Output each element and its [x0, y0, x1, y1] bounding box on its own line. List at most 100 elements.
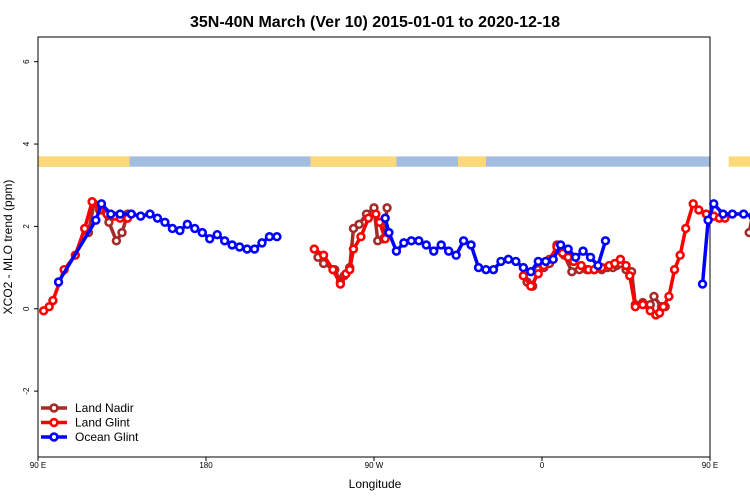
- data-point-2-0-3: [106, 209, 116, 219]
- y-axis-label: XCO2 - MLO trend (ppm): [1, 180, 15, 315]
- data-point-1-2-2: [533, 269, 543, 279]
- data-point-2-1-17: [503, 254, 514, 265]
- data-point-2-1-3: [399, 238, 409, 248]
- legend-entry-1: Land Glint: [41, 416, 130, 430]
- data-point-1-1-2: [328, 264, 338, 275]
- land-band-2: [458, 156, 486, 167]
- data-point-2-1-23: [548, 254, 558, 265]
- data-point-2-1-1: [384, 227, 394, 238]
- data-point-2-0-17: [219, 236, 230, 246]
- y-tick-label-2: 2: [22, 224, 31, 229]
- data-point-1-1-8: [363, 213, 374, 223]
- series-land-nadir: [83, 199, 750, 312]
- data-point-0-2-7: [567, 267, 577, 277]
- x-tick-label-0: 90 E: [30, 461, 46, 470]
- plot-frame: [37, 36, 711, 458]
- legend-label-1: Land Glint: [75, 416, 130, 430]
- data-point-2-1-28: [585, 252, 596, 262]
- data-point-2-0-2: [96, 199, 107, 209]
- legend-entry-0: Land Nadir: [41, 401, 134, 415]
- data-point-1-1-9: [371, 209, 381, 219]
- data-point-2-1-11: [458, 236, 469, 246]
- y-axis: -2 0 2 4 6: [22, 59, 38, 395]
- data-point-0-3-0: [744, 227, 750, 238]
- data-point-1-2-27: [681, 223, 691, 234]
- data-point-2-2-2: [709, 199, 719, 209]
- data-point-2-0-13: [190, 223, 200, 234]
- data-point-1-0-5: [79, 223, 90, 234]
- series-line-0-2: [526, 243, 666, 309]
- data-point-1-2-29: [694, 205, 704, 215]
- series-group: [38, 197, 750, 320]
- data-point-1-2-16: [621, 260, 631, 271]
- y-tick-label-4: 6: [22, 59, 31, 64]
- data-point-2-0-24: [272, 232, 282, 242]
- data-point-2-1-19: [518, 262, 529, 273]
- data-point-2-1-5: [414, 236, 424, 246]
- data-point-2-0-6: [135, 211, 146, 221]
- data-point-1-2-28: [688, 199, 698, 209]
- x-tick-label-3: 0: [540, 461, 545, 470]
- data-point-2-2-0: [697, 279, 708, 289]
- data-point-2-0-7: [145, 209, 155, 219]
- data-point-2-1-13: [473, 262, 484, 273]
- data-point-0-0-3: [104, 217, 114, 227]
- data-point-2-1-20: [526, 267, 536, 277]
- data-point-2-1-4: [406, 236, 417, 246]
- data-point-2-0-1: [91, 215, 101, 225]
- y-tick-label-1: 0: [22, 306, 31, 311]
- legend-swatch-marker-0: [49, 403, 59, 413]
- data-point-2-0-23: [264, 232, 275, 242]
- data-point-2-2-1: [703, 215, 713, 225]
- data-point-2-0-5: [126, 209, 137, 219]
- data-point-1-1-0: [309, 244, 319, 254]
- series-ocean-glint: [53, 199, 750, 289]
- data-point-2-0-19: [234, 242, 245, 252]
- data-point-1-1-7: [356, 232, 366, 242]
- data-point-2-1-8: [436, 240, 446, 250]
- data-point-2-0-18: [227, 240, 237, 250]
- data-point-1-0-2: [48, 295, 58, 306]
- land-band-3: [728, 156, 750, 167]
- data-point-1-1-3: [335, 279, 346, 289]
- legend-entry-2: Ocean Glint: [41, 430, 139, 444]
- legend-swatch-marker-2: [49, 432, 59, 442]
- data-point-2-0-22: [257, 238, 267, 248]
- data-point-2-1-18: [511, 256, 521, 267]
- data-point-2-0-15: [205, 234, 215, 244]
- data-point-2-0-14: [197, 227, 207, 238]
- x-tick-label-4: 90 E: [702, 461, 718, 470]
- data-point-2-1-26: [570, 252, 581, 262]
- data-point-0-1-12: [382, 203, 392, 213]
- x-axis: 90 E 180 90 W 0 90 E: [30, 457, 718, 470]
- data-point-1-2-0: [518, 271, 529, 281]
- data-point-2-1-15: [488, 264, 499, 275]
- data-point-2-1-12: [466, 240, 476, 250]
- x-tick-label-1: 180: [199, 461, 213, 470]
- x-axis-label: Longitude: [349, 477, 402, 491]
- data-point-1-1-6: [348, 244, 359, 254]
- legend-label-2: Ocean Glint: [75, 430, 139, 444]
- data-point-0-1-7: [354, 219, 364, 230]
- data-point-2-1-22: [541, 256, 551, 267]
- y-tick-label-0: -2: [22, 387, 31, 395]
- data-point-1-2-15: [615, 254, 626, 265]
- data-point-1-2-23: [658, 302, 669, 312]
- data-point-0-0-5: [117, 227, 127, 238]
- data-point-2-1-10: [451, 250, 461, 260]
- data-point-1-2-25: [669, 264, 680, 275]
- data-point-1-2-26: [675, 250, 685, 260]
- data-point-0-2-21: [649, 291, 659, 302]
- chart-title: 35N-40N March (Ver 10) 2015-01-01 to 202…: [190, 14, 560, 31]
- data-point-1-2-9: [576, 260, 586, 271]
- data-point-2-1-29: [593, 260, 603, 271]
- data-point-2-1-14: [481, 264, 491, 275]
- data-point-2-1-16: [496, 256, 506, 267]
- y-tick-label-3: 4: [22, 141, 31, 146]
- data-point-2-1-27: [578, 246, 588, 256]
- data-point-2-1-0: [380, 213, 390, 223]
- data-point-2-0-20: [242, 244, 252, 254]
- data-point-2-1-30: [600, 236, 611, 246]
- data-point-1-0-6: [87, 197, 97, 207]
